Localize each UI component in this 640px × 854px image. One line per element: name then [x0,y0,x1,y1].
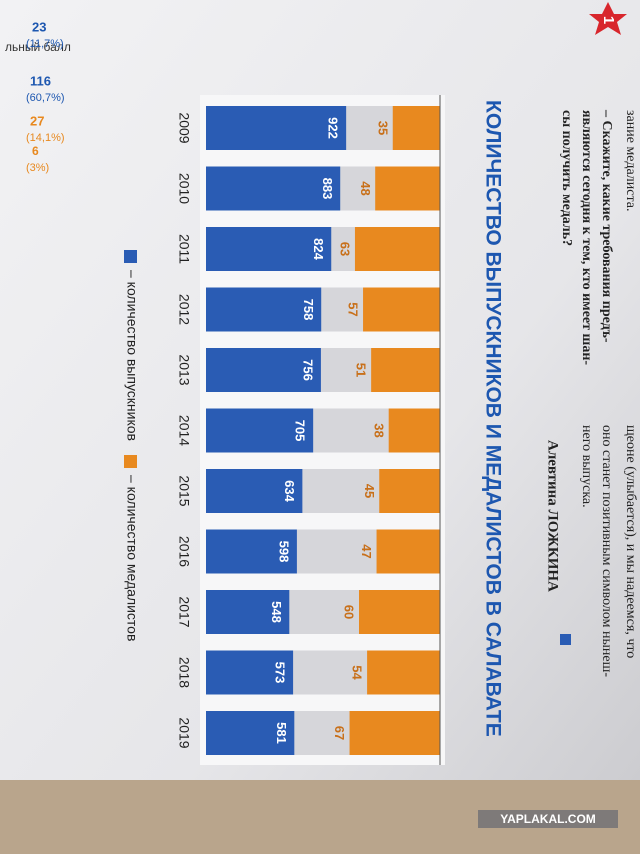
value-label: 54 [350,665,365,680]
watermark: YAPLAKAL.COM [500,812,596,826]
value-label: 922 [326,117,341,139]
x-tick-label: 2019 [176,717,192,748]
side-stat: 116 [30,73,51,88]
bar [376,529,440,574]
x-tick-label: 2017 [176,596,192,627]
side-stat: (3%) [26,162,49,174]
article-line: оно станет позитивным символом нынеш- [599,425,614,677]
article-line: щеоне (улыбается), и мы надеемся, что [623,425,638,658]
side-stat: (60,7%) [26,92,65,104]
bar [206,348,321,392]
article-line: – Скажите, какие требования предъ- [599,109,614,343]
bar [392,106,440,150]
article-line: являются сегодня к тем, кто имеет шан- [579,110,594,365]
article-line: него выпуска. [579,425,594,508]
legend-swatch [124,455,137,468]
bar [367,650,440,695]
side-stat: 23 [32,19,46,34]
value-label: 548 [269,601,284,623]
value-label: 51 [354,363,369,377]
bar [206,529,297,574]
bar [379,469,440,513]
x-tick-label: 2013 [176,354,192,385]
x-tick-label: 2018 [176,657,192,688]
x-tick-label: 2015 [176,475,192,506]
bar [206,590,290,634]
value-label: 48 [358,181,373,195]
watermark-bg [478,810,618,828]
value-label: 63 [338,242,353,256]
author: Алевтина ЛОЖКИНА [545,440,561,592]
value-label: 705 [293,420,308,442]
side-stat: 27 [30,113,44,128]
x-tick-label: 2009 [176,112,192,143]
bar [206,650,294,695]
side-stat: 6 [32,144,39,158]
x-tick-label: 2011 [176,234,192,264]
value-label: 883 [320,178,335,200]
legend-swatch [124,250,137,263]
bar [388,408,440,453]
article-line: сы получить медаль? [559,110,574,246]
value-label: 38 [371,423,386,437]
x-tick-label: 2014 [176,415,192,446]
chart-title: КОЛИЧЕСТВО ВЫПУСКНИКОВ И МЕДАЛИСТОВ В СА… [481,100,504,737]
side-stat: (14,1%) [26,132,65,144]
value-label: 824 [311,238,326,260]
end-mark [560,634,571,645]
bar [206,166,341,211]
x-tick-label: 2012 [176,294,192,325]
value-label: 57 [346,302,361,316]
bar [354,227,440,271]
x-tick-label: 2016 [176,536,192,567]
legend-label: – количество медалистов [124,475,140,641]
side-label: льный балл [5,40,71,54]
bar [206,408,314,453]
bar [375,166,440,211]
value-label: 756 [300,359,315,381]
value-label: 45 [362,484,377,498]
value-label: 60 [342,605,357,619]
value-label: 634 [282,480,297,502]
article-line: зание медалиста. [623,110,638,212]
value-label: 67 [332,726,347,740]
badge: 1 [600,16,617,24]
bar [206,711,295,755]
side-stat: (11,7%) [26,38,64,50]
value-label: 581 [274,722,289,744]
value-label: 35 [375,121,390,135]
value-label: 47 [359,544,374,558]
legend-label: – количество выпускников [124,270,140,441]
badge-star [589,2,627,35]
bar [359,590,440,634]
value-label: 758 [301,299,316,321]
bar [371,348,440,392]
bar [206,106,347,150]
x-tick-label: 2010 [176,173,192,204]
bar [206,287,322,332]
value-label: 573 [273,662,288,684]
bar [206,227,332,271]
bar [349,711,440,755]
value-label: 598 [276,541,291,563]
bar [206,469,303,513]
bar [363,287,440,332]
